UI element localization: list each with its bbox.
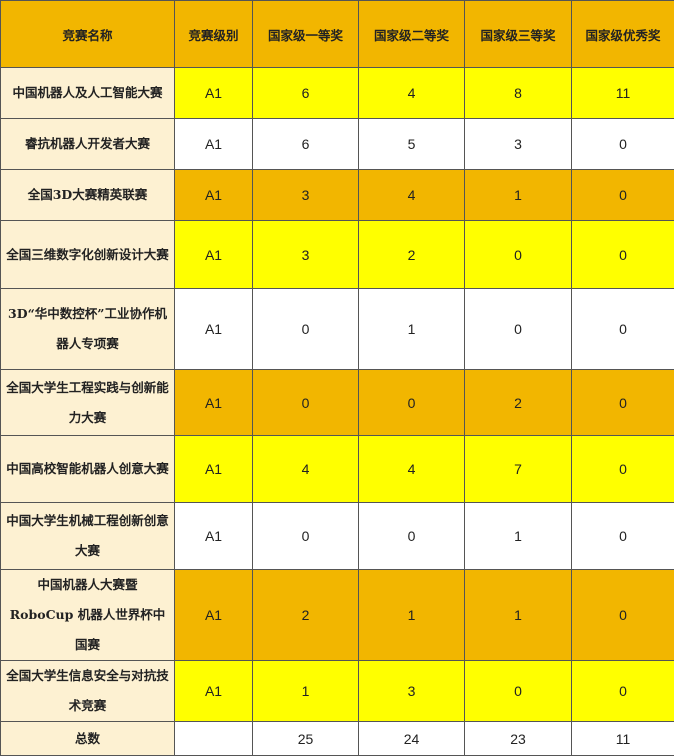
competition-name: 全国大学生工程实践与创新能力大赛 [1,370,175,436]
total-third: 23 [465,722,572,756]
total-label: 总数 [1,722,175,756]
cell-first: 0 [253,370,359,436]
column-header: 国家级三等奖 [465,1,572,68]
cell-first: 0 [253,289,359,370]
cell-second: 1 [359,570,465,661]
cell-level: A1 [175,221,253,289]
cell-excellent: 0 [572,570,674,661]
cell-excellent: 0 [572,119,674,170]
cell-first: 6 [253,119,359,170]
cell-second: 0 [359,370,465,436]
cell-level: A1 [175,436,253,503]
cell-second: 0 [359,503,465,570]
cell-second: 4 [359,170,465,221]
cell-first: 3 [253,221,359,289]
column-header: 国家级二等奖 [359,1,465,68]
cell-excellent: 0 [572,436,674,503]
header-row: 竞赛名称竞赛级别国家级一等奖国家级二等奖国家级三等奖国家级优秀奖 [1,1,674,68]
cell-excellent: 0 [572,170,674,221]
column-header: 国家级优秀奖 [572,1,674,68]
cell-level: A1 [175,503,253,570]
cell-first: 2 [253,570,359,661]
competition-name: 全国3D大赛精英联赛 [1,170,175,221]
cell-level: A1 [175,570,253,661]
cell-level: A1 [175,119,253,170]
cell-excellent: 0 [572,503,674,570]
cell-third: 3 [465,119,572,170]
cell-second: 4 [359,436,465,503]
cell-first: 3 [253,170,359,221]
total-level [175,722,253,756]
cell-second: 1 [359,289,465,370]
cell-third: 1 [465,570,572,661]
cell-excellent: 0 [572,221,674,289]
cell-excellent: 0 [572,370,674,436]
competition-name: 中国高校智能机器人创意大赛 [1,436,175,503]
cell-second: 2 [359,221,465,289]
competition-name: 全国大学生信息安全与对抗技术竞赛 [1,661,175,722]
cell-third: 1 [465,170,572,221]
cell-second: 3 [359,661,465,722]
cell-level: A1 [175,289,253,370]
column-header: 国家级一等奖 [253,1,359,68]
cell-second: 5 [359,119,465,170]
cell-level: A1 [175,661,253,722]
cell-level: A1 [175,68,253,119]
competition-name: 中国机器人大赛暨 RoboCup 机器人世界杯中国赛 [1,570,175,661]
cell-first: 1 [253,661,359,722]
cell-third: 8 [465,68,572,119]
cell-third: 0 [465,661,572,722]
total-first: 25 [253,722,359,756]
cell-excellent: 0 [572,289,674,370]
column-header: 竞赛名称 [1,1,175,68]
cell-level: A1 [175,370,253,436]
competition-name: 睿抗机器人开发者大赛 [1,119,175,170]
total-excellent: 11 [572,722,674,756]
cell-third: 2 [465,370,572,436]
cell-third: 7 [465,436,572,503]
cell-first: 0 [253,503,359,570]
cell-third: 1 [465,503,572,570]
competition-name: 中国机器人及人工智能大赛 [1,68,175,119]
cell-first: 4 [253,436,359,503]
column-header: 竞赛级别 [175,1,253,68]
cell-third: 0 [465,221,572,289]
cell-excellent: 11 [572,68,674,119]
cell-excellent: 0 [572,661,674,722]
competition-name: 3D“华中数控杯”工业协作机器人专项赛 [1,289,175,370]
total-second: 24 [359,722,465,756]
competition-name: 中国大学生机械工程创新创意大赛 [1,503,175,570]
cell-third: 0 [465,289,572,370]
cell-second: 4 [359,68,465,119]
cell-level: A1 [175,170,253,221]
cell-first: 6 [253,68,359,119]
competition-name: 全国三维数字化创新设计大赛 [1,221,175,289]
